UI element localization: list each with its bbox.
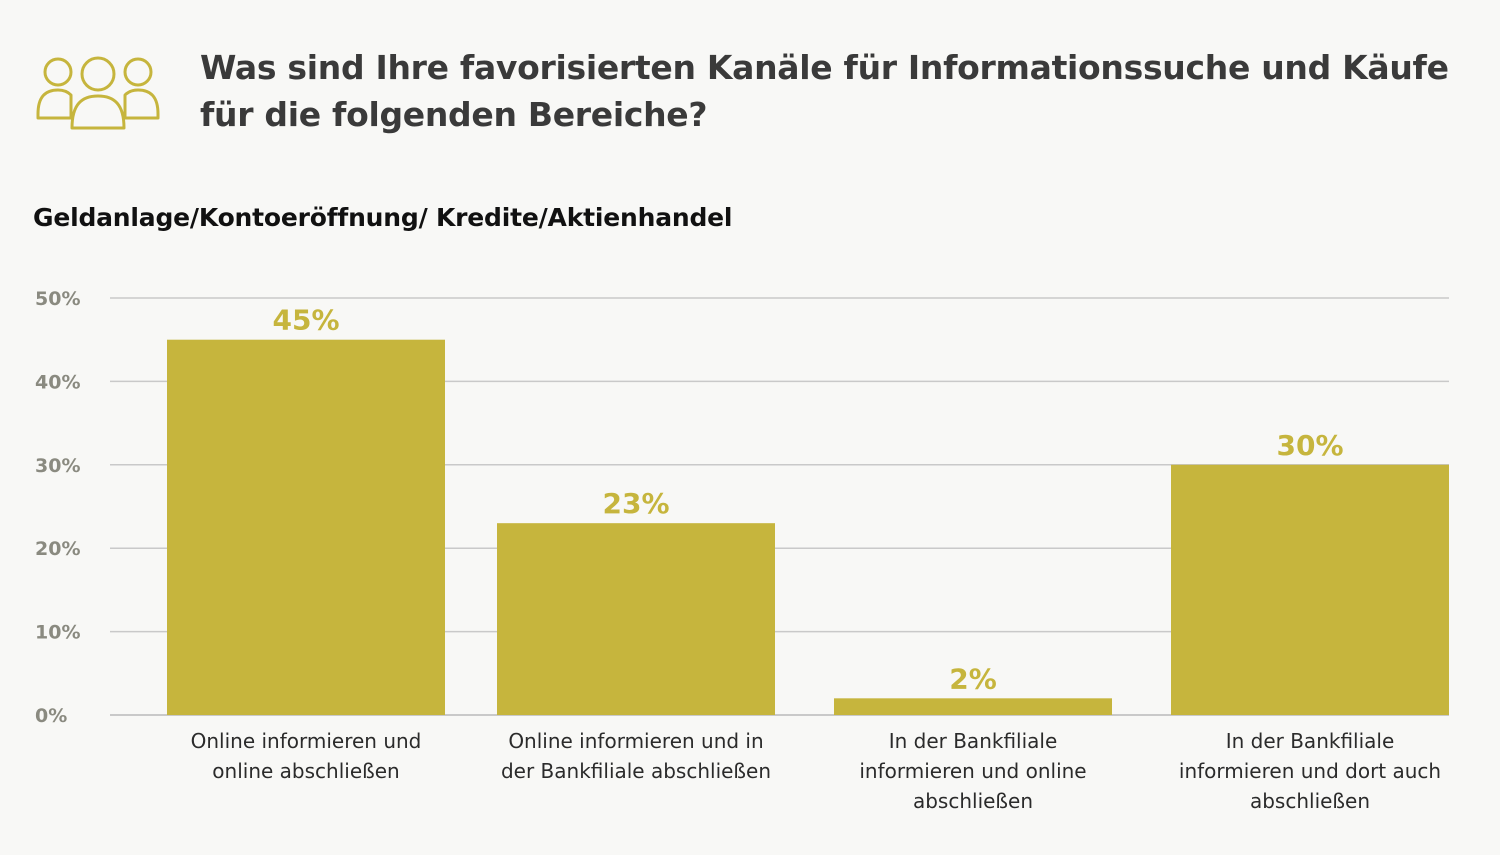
y-tick-label: 10% [35, 622, 80, 644]
y-tick-label: 20% [35, 538, 80, 560]
data-labels: 45% 23% 2% 30% [272, 304, 1343, 696]
category-label: In der Bankfiliale informieren und online… [859, 729, 1086, 813]
category-label: Online informieren und in der Bankfiliale… [501, 729, 771, 783]
category-label: Online informieren und online abschließen [191, 729, 422, 783]
bar [1171, 464, 1449, 715]
chart-title: Geldanlage/Kontoeröffnung/ Kredite/Aktie… [33, 203, 733, 232]
data-label: 23% [602, 487, 669, 520]
x-axis-categories: Online informieren und online abschließen… [191, 729, 1441, 813]
y-axis-ticks: 0% 10% 20% 30% 40% 50% [35, 288, 80, 727]
bar [834, 698, 1112, 715]
y-tick-label: 40% [35, 371, 80, 393]
data-label: 30% [1276, 429, 1343, 462]
page-title: Was sind Ihre favorisierten Kanäle für I… [200, 48, 1449, 134]
y-tick-label: 0% [35, 705, 67, 727]
data-label: 2% [949, 662, 997, 695]
people-group-icon [36, 56, 160, 130]
bars [167, 339, 1449, 715]
y-tick-label: 50% [35, 288, 80, 310]
category-label: In der Bankfiliale informieren und dort a… [1179, 729, 1441, 813]
y-tick-label: 30% [35, 455, 80, 477]
bar [497, 523, 775, 715]
data-label: 45% [272, 304, 339, 337]
bar [167, 339, 445, 715]
